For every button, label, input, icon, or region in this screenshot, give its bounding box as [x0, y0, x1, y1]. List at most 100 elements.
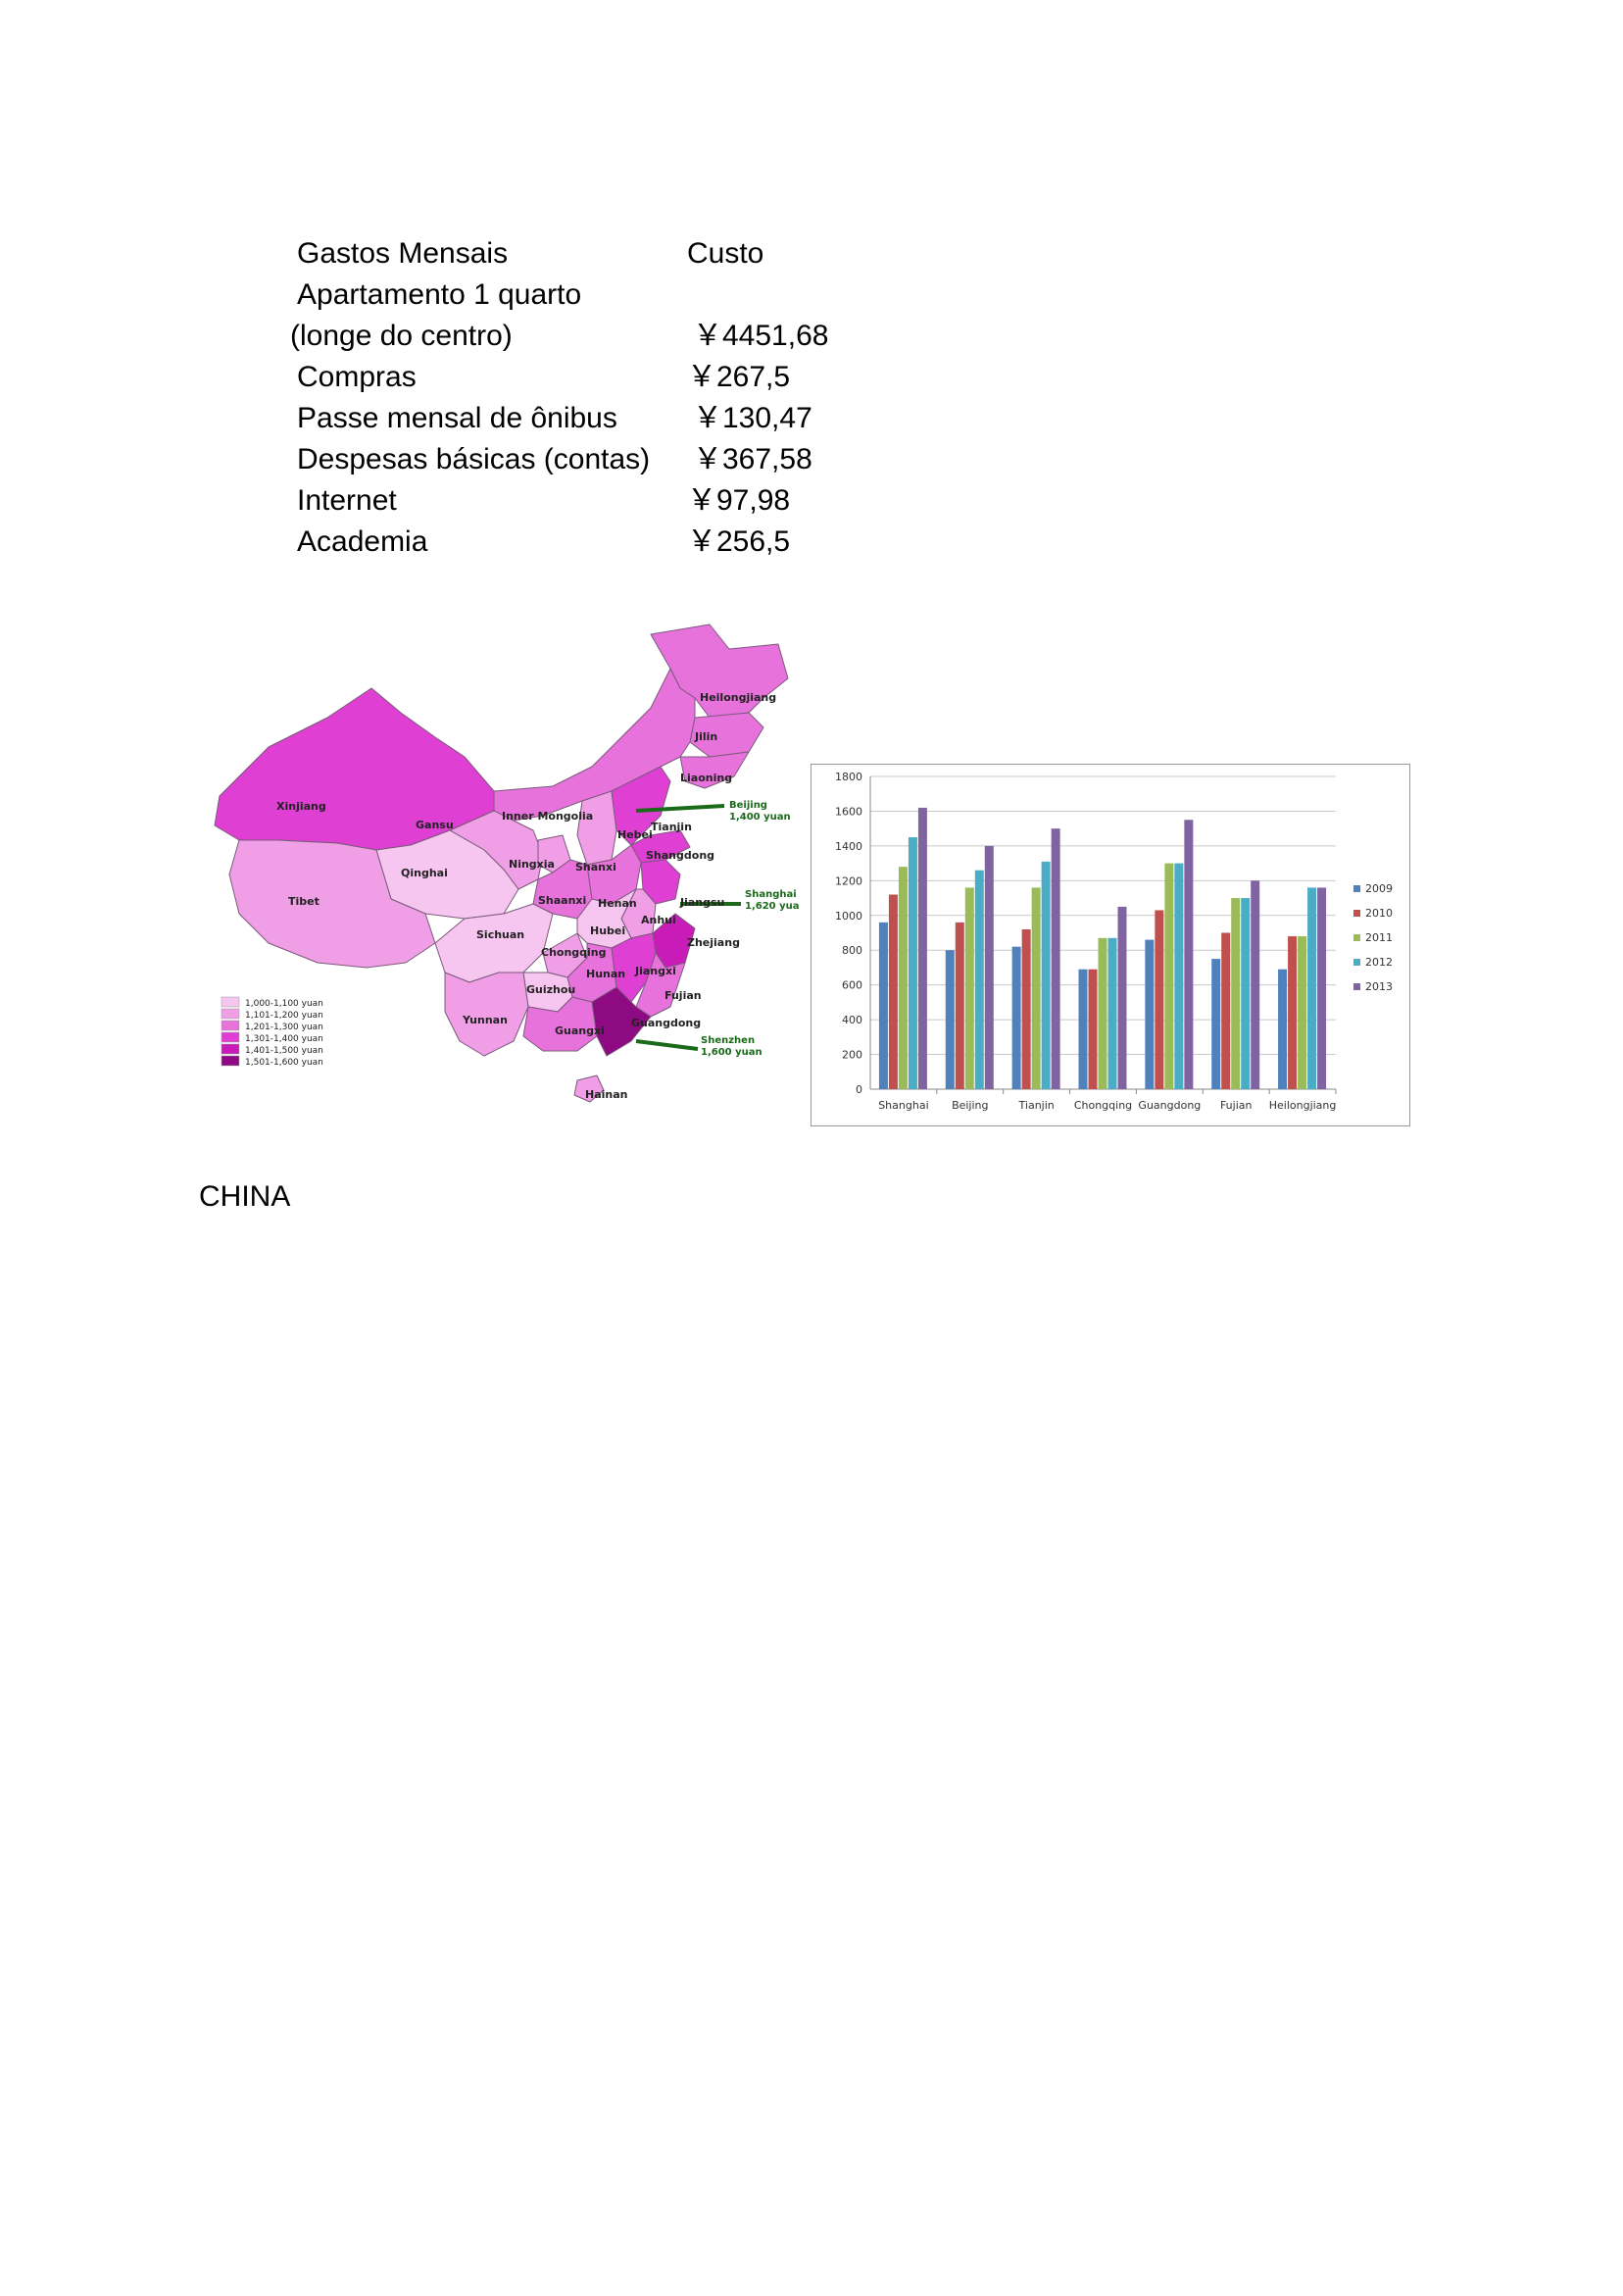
legend-label: 2009 [1365, 882, 1393, 895]
label-jiangsu: Jiangsu [679, 896, 724, 909]
bar [1088, 969, 1098, 1089]
bar [1307, 887, 1317, 1089]
legend-label: 1,201-1,300 yuan [245, 1023, 323, 1032]
legend-label: 2013 [1365, 980, 1393, 993]
row-value: ￥97,98 [687, 484, 791, 517]
bar [1298, 936, 1307, 1089]
row-value: ￥256,5 [687, 525, 791, 558]
x-tick-label: Heilongjiang [1269, 1099, 1337, 1112]
caption: CHINA [199, 1180, 291, 1213]
legend-label: 2012 [1365, 956, 1393, 969]
row-label: Apartamento 1 quarto [297, 278, 582, 311]
x-tick-label: Fujian [1220, 1099, 1253, 1112]
legend-swatch [221, 1055, 240, 1067]
legend-label: 1,000-1,100 yuan [245, 999, 323, 1009]
row-value: ￥4451,68 [693, 320, 829, 352]
bar [1278, 969, 1288, 1089]
province-hubei [576, 888, 637, 949]
legend-swatch [221, 1008, 240, 1020]
bar [1155, 910, 1164, 1089]
label-hainan: Hainan [585, 1088, 627, 1101]
row-label: Internet [297, 484, 397, 517]
label-tianjin: Tianjin [651, 821, 692, 833]
bar [1317, 887, 1327, 1089]
legend-swatch [221, 1043, 240, 1055]
x-tick-label: Chongqing [1074, 1099, 1132, 1112]
bar [878, 922, 888, 1089]
header-value: Custo [687, 237, 764, 270]
bar [888, 894, 898, 1089]
bar [1174, 863, 1184, 1089]
label-guangdong: Guangdong [631, 1017, 701, 1029]
label-guangxi: Guangxi [555, 1024, 605, 1037]
legend-swatch [221, 1031, 240, 1043]
bar-chart-svg: 0 200 400 600 800 1000 1200 1400 1600 1800 Shangha… [835, 771, 1393, 1112]
y-tick-label: 1800 [835, 771, 862, 783]
province-tibet [228, 839, 436, 969]
bar [1041, 861, 1051, 1089]
bar [1117, 906, 1127, 1089]
x-tick-label: Beijing [952, 1099, 988, 1112]
callout-shenzhen-city: Shenzhen [701, 1035, 755, 1046]
legend-label: 2011 [1365, 931, 1393, 944]
bar [1021, 928, 1031, 1089]
callout-shanghai-value: 1,620 yuan [745, 901, 800, 912]
legend-swatch [1353, 934, 1360, 941]
label-henan: Henan [598, 897, 637, 910]
bar [908, 837, 917, 1089]
label-guizhou: Guizhou [526, 983, 575, 996]
bar [1107, 937, 1117, 1089]
legend-swatch [221, 996, 240, 1008]
label-tibet: Tibet [288, 895, 320, 908]
china-salary-map: Heilongjiang Jilin Liaoning Xinjiang Inn… [200, 620, 807, 1123]
label-ningxia: Ningxia [509, 858, 555, 871]
y-tick-label: 600 [842, 979, 862, 992]
legend-label: 1,301-1,400 yuan [245, 1034, 323, 1044]
bar [1164, 863, 1174, 1089]
y-tick-label: 800 [842, 944, 862, 957]
label-hunan: Hunan [586, 968, 625, 980]
legend-swatch [1353, 885, 1360, 892]
province-guangdong [591, 986, 652, 1057]
label-jiangxi: Jiangxi [634, 965, 676, 977]
map-legend: 1,000-1,100 yuan 1,101-1,200 yuan 1,201-1,… [221, 996, 323, 1068]
row-label: Academia [297, 525, 428, 558]
legend-swatch [1353, 910, 1360, 917]
label-fujian: Fujian [664, 989, 702, 1002]
legend-swatch [1353, 983, 1360, 990]
province-hebei [611, 766, 671, 846]
label-liaoning: Liaoning [680, 772, 732, 784]
label-shanxi: Shanxi [575, 861, 616, 873]
callout-beijing-city: Beijing [729, 800, 767, 811]
bar [984, 845, 994, 1089]
header-label: Gastos Mensais [297, 237, 509, 270]
province-liaoning [679, 751, 750, 789]
label-shandong: Shangdong [646, 849, 714, 862]
y-tick-label: 200 [842, 1049, 862, 1062]
bar [1145, 939, 1155, 1089]
bar [964, 887, 974, 1089]
salary-bar-chart: 0 200 400 600 800 1000 1200 1400 1600 1800 Shangha… [811, 764, 1410, 1126]
label-zhejiang: Zhejiang [687, 936, 740, 949]
bar [1078, 969, 1088, 1089]
label-hubei: Hubei [590, 924, 625, 937]
bar [1051, 828, 1060, 1089]
province-shanxi [576, 790, 617, 866]
row-value: ￥130,47 [693, 402, 812, 434]
legend-label: 1,101-1,200 yuan [245, 1011, 323, 1021]
bar [1231, 898, 1241, 1089]
row-label: Despesas básicas (contas) [297, 443, 651, 475]
x-tick-label: Shanghai [878, 1099, 928, 1112]
bar [1184, 820, 1194, 1089]
label-hebei: Hebei [617, 828, 653, 841]
row-label: Compras [297, 361, 417, 393]
legend-swatch [221, 1020, 240, 1031]
bar [1098, 937, 1107, 1089]
y-tick-label: 1400 [835, 840, 862, 853]
label-gansu: Gansu [416, 819, 454, 831]
bar [1221, 932, 1231, 1089]
label-anhui: Anhui [641, 914, 676, 926]
row-value: ￥367,58 [693, 443, 812, 475]
y-tick-label: 0 [856, 1083, 862, 1096]
bar [1211, 959, 1221, 1089]
